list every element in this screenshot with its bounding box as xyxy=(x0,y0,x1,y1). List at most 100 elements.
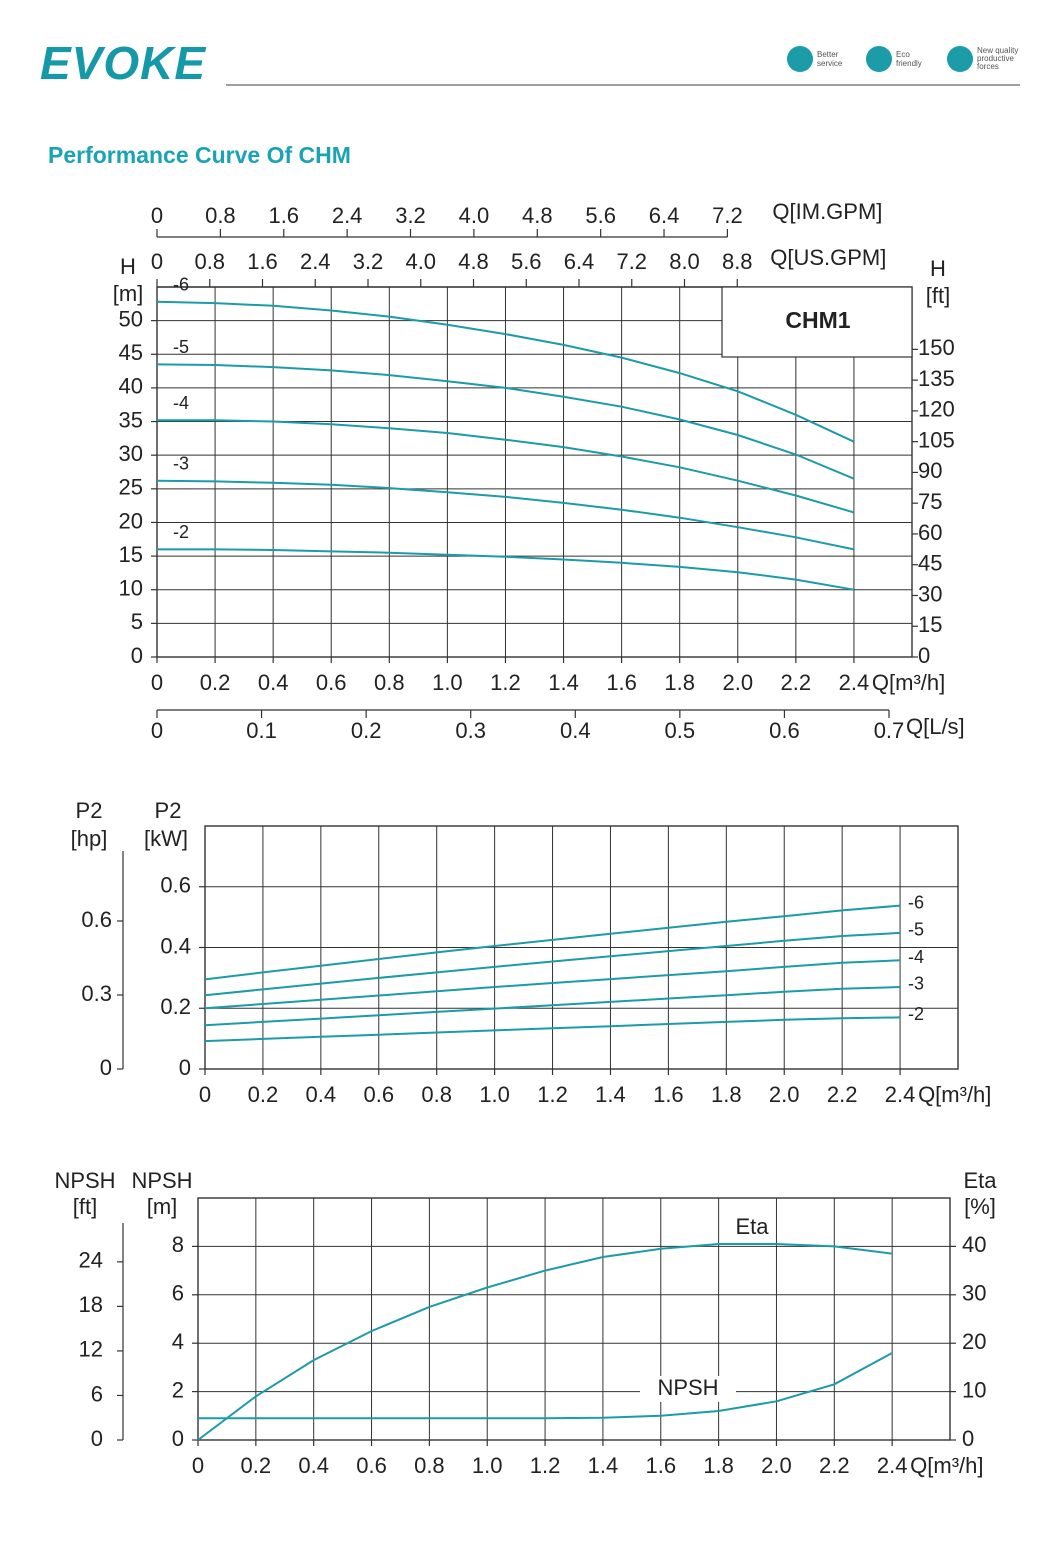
x-tick-label: 0.2 xyxy=(241,1453,272,1478)
x-tick-label: 1.2 xyxy=(537,1082,568,1107)
y-tick-label: 35 xyxy=(119,407,143,432)
x-tick-label: 0 xyxy=(151,249,163,274)
x-tick-label: 1.4 xyxy=(595,1082,626,1107)
series-label: -6 xyxy=(908,892,924,912)
x-axis-label: Q[m³/h] xyxy=(918,1082,991,1107)
plot-border xyxy=(204,825,959,1070)
curve xyxy=(156,479,855,551)
x-tick-label: 1.2 xyxy=(490,670,521,695)
y-tick-label: 90 xyxy=(918,458,942,483)
x-tick-label: 0.1 xyxy=(246,718,277,743)
x-axis-label: Q[L/s] xyxy=(906,714,965,739)
y2-tick-label: 0 xyxy=(962,1426,974,1451)
y-tick-label: 4 xyxy=(172,1329,184,1354)
y-tick-label: 18 xyxy=(79,1292,103,1317)
curve xyxy=(198,1352,893,1420)
x-tick-label: 0.8 xyxy=(374,670,405,695)
y-tick-label: 0.4 xyxy=(160,933,191,958)
y-tick-label: 0 xyxy=(172,1426,184,1451)
x-tick-label: 1.8 xyxy=(703,1453,734,1478)
x-tick-label: 6.4 xyxy=(649,203,680,228)
y-tick-label: 25 xyxy=(119,475,143,500)
x-tick-label: 2.4 xyxy=(877,1453,908,1478)
y-tick-label: 0.6 xyxy=(160,873,191,898)
y-tick-label: 0 xyxy=(91,1426,103,1451)
badge-text: productive xyxy=(977,54,1014,63)
x-tick-label: 0 xyxy=(192,1453,204,1478)
badge-text: forces xyxy=(977,62,999,71)
badge-text: service xyxy=(817,59,843,68)
y-tick-label: 45 xyxy=(119,340,143,365)
y-axis-unit: [ft] xyxy=(73,1194,97,1219)
series-label: -4 xyxy=(173,393,189,413)
x-tick-label: 0 xyxy=(151,718,163,743)
curve xyxy=(156,363,855,480)
x-tick-label: 1.0 xyxy=(472,1453,503,1478)
x-tick-label: 0 xyxy=(151,670,163,695)
x-tick-label: 4.8 xyxy=(458,249,489,274)
plot-border xyxy=(197,1197,951,1441)
logo: EVOKE xyxy=(40,37,206,89)
y-tick-label: 50 xyxy=(119,306,143,331)
y-axis-label: H xyxy=(120,254,136,279)
y2-tick-label: 40 xyxy=(962,1232,986,1257)
x-tick-label: 0.4 xyxy=(258,670,289,695)
charts: 0 0.2 0.4 0.6 0.8 1.0 1.2 1.4 1.6 1.8 2.0 2.2 2.4 Q[m… xyxy=(79,199,992,1478)
y-axis-unit: [hp] xyxy=(71,826,108,851)
x-tick-label: 1.6 xyxy=(653,1082,684,1107)
series-label: -5 xyxy=(908,920,924,940)
x-tick-label: 2.4 xyxy=(332,203,363,228)
x-tick-label: 1.2 xyxy=(530,1453,561,1478)
x-tick-label: 0.8 xyxy=(205,203,236,228)
y-axis-label: P2 xyxy=(155,798,182,823)
x-tick-label: 2.2 xyxy=(819,1453,850,1478)
x-tick-label: 7.2 xyxy=(712,203,743,228)
x-tick-label: 0.7 xyxy=(874,718,905,743)
badge-icon xyxy=(947,46,973,72)
page-title: Performance Curve Of CHM xyxy=(48,142,351,168)
y-tick-label: 45 xyxy=(918,551,942,576)
y-tick-label: 60 xyxy=(918,520,942,545)
curve xyxy=(157,419,855,514)
x-tick-label: 2.2 xyxy=(781,670,812,695)
x-tick-label: 5.6 xyxy=(585,203,616,228)
curve-label: NPSH xyxy=(657,1375,718,1400)
x-tick-label: 1.6 xyxy=(606,670,637,695)
curve xyxy=(204,986,901,1027)
y-tick-label: 120 xyxy=(918,397,955,422)
y-tick-label: 20 xyxy=(119,508,143,533)
x-tick-label: 2.4 xyxy=(300,249,331,274)
x-tick-label: 1.8 xyxy=(711,1082,742,1107)
x-tick-label: 1.0 xyxy=(479,1082,510,1107)
x-tick-label: 0.4 xyxy=(298,1453,329,1478)
x-tick-label: 1.0 xyxy=(432,670,463,695)
curve xyxy=(204,904,901,981)
x-tick-label: 1.6 xyxy=(645,1453,676,1478)
x-tick-label: 1.4 xyxy=(548,670,579,695)
y-tick-label: 12 xyxy=(79,1337,103,1362)
y-tick-label: 0.2 xyxy=(160,994,191,1019)
series-label: -4 xyxy=(908,947,924,967)
series-label: -2 xyxy=(908,1004,924,1024)
y-tick-label: 75 xyxy=(918,489,942,514)
y-tick-label: 6 xyxy=(91,1381,103,1406)
x-tick-label: 4.0 xyxy=(405,249,436,274)
y-tick-label: 0.3 xyxy=(81,981,112,1006)
x-tick-label: 6.4 xyxy=(564,249,595,274)
x-tick-label: 0.8 xyxy=(414,1453,445,1478)
x-tick-label: 0.4 xyxy=(560,718,591,743)
x-tick-label: 1.8 xyxy=(664,670,695,695)
y-axis-label: NPSH xyxy=(54,1168,115,1193)
curve-label: Eta xyxy=(735,1214,769,1239)
y-tick-label: 0.6 xyxy=(81,907,112,932)
curve xyxy=(204,959,901,1010)
badge-icon xyxy=(866,46,892,72)
y-tick-label: 0 xyxy=(918,643,930,668)
x-tick-label: 1.4 xyxy=(588,1453,619,1478)
x-tick-label: 2.0 xyxy=(722,670,753,695)
y2-tick-label: 20 xyxy=(962,1329,986,1354)
y-tick-label: 135 xyxy=(918,366,955,391)
curve xyxy=(204,1016,901,1043)
x-tick-label: 2.4 xyxy=(839,670,870,695)
